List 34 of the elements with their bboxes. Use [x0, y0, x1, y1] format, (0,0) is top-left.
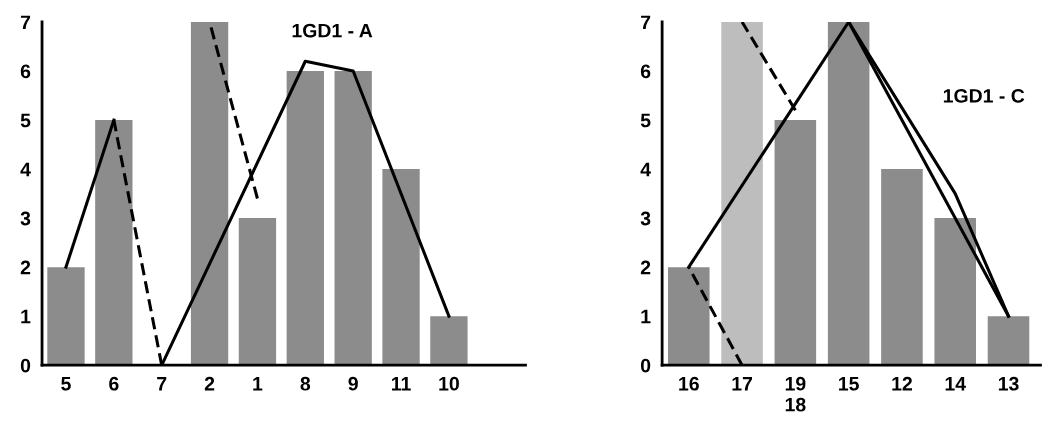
y-tick-label: 4	[640, 162, 651, 177]
x-tick-label: 2	[204, 376, 215, 391]
y-tick-label: 7	[20, 15, 31, 30]
x-tick-label: 10	[439, 376, 459, 391]
y-tick-label: 3	[20, 211, 31, 226]
x-tick-label: 16	[679, 376, 699, 391]
chart-title: 1GD1 - A	[292, 23, 373, 38]
x-tick-label: 19 18	[785, 376, 806, 412]
x-tick-label: 11	[391, 377, 411, 391]
y-tick-label: 1	[641, 309, 651, 324]
x-tick-label: 17	[732, 377, 753, 391]
y-tick-label: 0	[20, 358, 31, 373]
y-tick-label: 5	[640, 113, 651, 128]
x-tick-label: 12	[892, 376, 912, 391]
y-tick-label: 2	[20, 260, 31, 275]
x-tick-label: 9	[348, 376, 358, 391]
x-tick-label: 5	[61, 377, 71, 391]
y-tick-label: 5	[20, 113, 31, 128]
x-tick-label: 6	[109, 376, 119, 391]
y-tick-label: 7	[641, 15, 651, 30]
x-tick-label: 15	[839, 377, 859, 391]
x-tick-label: 1	[253, 377, 263, 391]
y-tick-label: 6	[640, 64, 651, 79]
y-tick-label: 6	[20, 64, 31, 79]
x-tick-label: 8	[300, 376, 311, 391]
y-tick-label: 4	[20, 162, 31, 177]
y-tick-label: 1	[21, 309, 31, 324]
y-tick-label: 3	[640, 211, 651, 226]
x-tick-label: 14	[945, 377, 966, 391]
x-tick-label: 7	[157, 377, 167, 391]
y-tick-label: 0	[640, 358, 651, 373]
x-tick-label: 13	[998, 376, 1019, 391]
y-tick-label: 2	[640, 260, 651, 275]
text: 1GD1 - C	[943, 88, 1025, 103]
